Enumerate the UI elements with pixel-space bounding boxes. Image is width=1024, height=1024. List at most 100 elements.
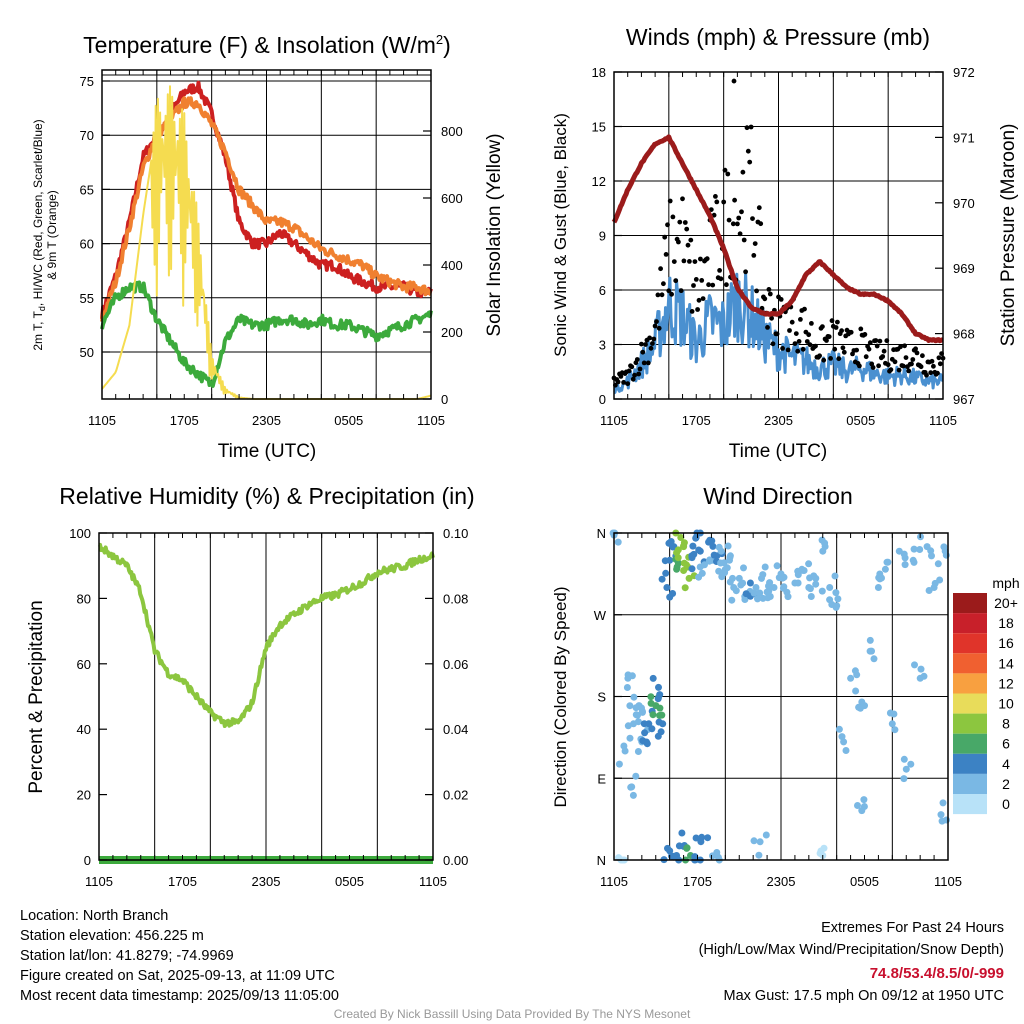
wind-direction-point <box>715 567 723 575</box>
wind-direction-point <box>886 709 894 717</box>
temperature-chart-title: Temperature (F) & Insolation (W/m2) <box>83 32 451 58</box>
gust-point <box>888 367 894 373</box>
speed-legend-swatch <box>953 653 987 674</box>
gust-point <box>700 296 706 301</box>
wind-direction-point <box>692 534 700 542</box>
wind-direction-point <box>732 587 740 595</box>
wind-direction-point <box>770 584 778 591</box>
wind-direction-point <box>779 574 786 582</box>
gust-point <box>656 325 662 331</box>
wind-direction-panel: Wind Direction 1105 1705 2305 0505 1105 N E S W N… <box>551 483 1020 889</box>
gust-point <box>730 221 736 227</box>
gust-point <box>667 198 673 204</box>
gust-point <box>898 344 903 350</box>
temperature-panel: Temperature (F) & Insolation (W/m2) 1105… <box>31 32 505 462</box>
gust-point <box>809 321 814 326</box>
gust-point <box>696 297 702 303</box>
gust-point <box>691 283 696 288</box>
wind-direction-point <box>911 661 918 669</box>
gust-point <box>880 354 886 359</box>
speed-legend-label: 20+ <box>994 595 1018 611</box>
wind-direction-point <box>853 671 861 679</box>
wind-direction-point <box>709 852 716 860</box>
y2-tick-label: 967 <box>953 392 975 407</box>
gust-point <box>870 365 876 370</box>
speed-legend-label: 6 <box>1002 736 1010 752</box>
series-line-td <box>100 280 433 388</box>
gust-point <box>931 363 936 369</box>
wind-direction-point <box>624 722 632 730</box>
wind-direction-point <box>856 704 864 712</box>
wind-direction-point <box>630 693 638 701</box>
wind-direction-point <box>876 575 884 583</box>
wind-direction-point <box>826 584 834 591</box>
gust-point <box>621 380 626 385</box>
gust-point <box>807 342 813 348</box>
series-line-relative-humidity <box>98 542 435 728</box>
gust-point <box>637 366 643 372</box>
gust-point <box>682 220 688 225</box>
wind-direction-point <box>821 543 829 550</box>
x-tick-label: 1705 <box>682 413 711 428</box>
wind-direction-point <box>654 732 662 740</box>
gust-point <box>706 282 711 288</box>
speed-legend-label: 8 <box>1002 716 1010 732</box>
y2-tick-label: 0.08 <box>443 591 468 606</box>
temperature-y-axis-label-line1: 2m T, Td, HI/WC (Red, Green, Scarlet/Blu… <box>31 119 47 350</box>
wind-direction-point <box>838 733 846 741</box>
gust-point <box>630 376 636 382</box>
x-tick-label: 2305 <box>764 413 793 428</box>
gust-point <box>626 368 632 374</box>
gust-point <box>920 353 925 359</box>
wind-direction-point <box>740 564 747 572</box>
gust-point <box>936 355 942 361</box>
gust-point <box>813 343 818 349</box>
gust-point <box>900 363 906 369</box>
wind-direction-point <box>806 585 814 593</box>
gust-point <box>804 339 810 344</box>
wind-direction-point <box>917 665 925 673</box>
gust-point <box>793 331 799 336</box>
gust-point <box>698 256 703 262</box>
temperature-x-axis-label: Time (UTC) <box>218 441 317 462</box>
gust-point <box>743 269 748 275</box>
gust-point <box>692 259 698 264</box>
wind-direction-point <box>910 545 918 553</box>
gust-point <box>695 307 700 312</box>
wind-direction-point <box>649 711 657 719</box>
wind-direction-point <box>741 596 749 603</box>
wind-direction-point <box>677 534 685 541</box>
wind-direction-point <box>665 539 673 547</box>
gust-point <box>673 278 679 284</box>
gust-point <box>739 209 744 215</box>
wind-direction-point <box>696 563 704 571</box>
x-tick-label: 2305 <box>252 874 281 889</box>
humidity-grid <box>154 533 378 860</box>
wind-direction-points <box>609 529 950 864</box>
wind-direction-point <box>780 583 788 591</box>
wind-direction-point <box>628 783 636 791</box>
speed-legend-title: mph <box>992 575 1019 591</box>
wind-direction-point <box>755 851 763 859</box>
gust-point <box>645 360 651 366</box>
gust-point <box>722 167 728 173</box>
wind-direction-point <box>623 684 631 691</box>
gust-point <box>848 329 854 335</box>
series-line-station-pressure <box>611 134 945 344</box>
gust-point <box>710 282 716 288</box>
y-tick-label: 18 <box>592 65 606 80</box>
y-tick-label: 0 <box>599 392 606 407</box>
winds-panel: Winds (mph) & Pressure (mb) 1105 1705 2305… <box>551 24 1019 462</box>
wind-direction-point <box>900 550 908 558</box>
humidity-ticks: 1105 1705 2305 0505 1105 0 20 40 60 80 100 0.00 0.02… <box>69 526 468 889</box>
gust-point <box>873 338 879 343</box>
gust-point <box>841 349 847 355</box>
wind-direction-point <box>925 587 933 594</box>
wind-direction-point <box>794 579 802 587</box>
gust-point <box>676 239 681 245</box>
x-tick-label: 1705 <box>168 874 197 889</box>
gust-point <box>798 317 803 322</box>
gust-point <box>881 348 887 354</box>
y2-tick-label: 0.02 <box>443 788 468 803</box>
footer-credit: Created By Nick Bassill Using Data Provi… <box>333 1007 691 1021</box>
